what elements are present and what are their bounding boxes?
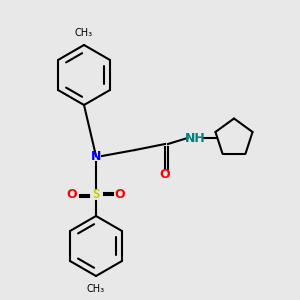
Text: CH₃: CH₃ — [75, 28, 93, 38]
Text: N: N — [91, 149, 101, 163]
Text: S: S — [92, 188, 100, 202]
Text: CH₃: CH₃ — [87, 284, 105, 293]
Text: NH: NH — [184, 131, 206, 145]
Text: O: O — [67, 188, 77, 202]
Text: O: O — [115, 188, 125, 202]
Text: O: O — [160, 167, 170, 181]
